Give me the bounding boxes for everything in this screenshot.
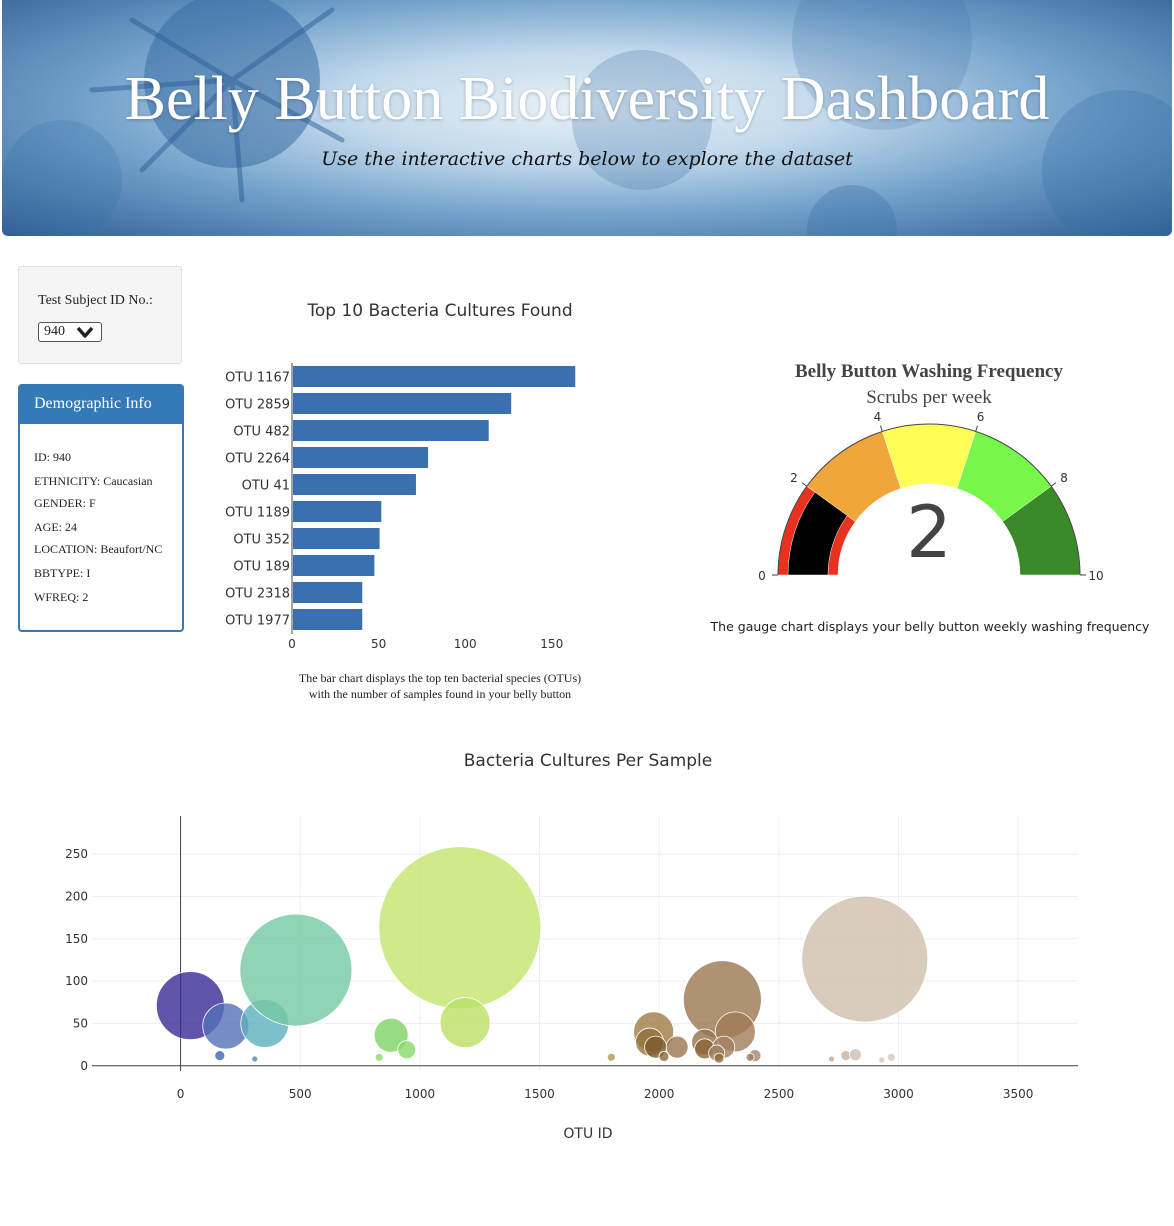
bubble-chart: Bacteria Cultures Per Sample OTU ID 0 50 1… <box>65 751 1078 1142</box>
bubble-x-tick-label: 3500 <box>1003 1087 1034 1101</box>
bubble <box>214 1050 226 1062</box>
subject-id-value: 940 <box>44 324 65 339</box>
bar <box>293 528 380 549</box>
bar-category-label: OTU 189 <box>233 560 290 575</box>
gauge-tick-label: 8 <box>1060 471 1068 485</box>
page-subtitle: Use the interactive charts below to expl… <box>321 148 853 170</box>
demo-bbtype: BBTYPE: I <box>34 566 91 580</box>
gauge-tick-label: 0 <box>758 569 766 583</box>
bubble <box>886 1052 896 1062</box>
bar <box>293 582 363 603</box>
gauge-chart: Belly Button Washing Frequency Scrubs pe… <box>758 361 1103 583</box>
bubble <box>658 1051 670 1062</box>
bar <box>293 447 429 468</box>
bar-chart-caption-1: The bar chart displays the top ten bacte… <box>298 671 582 685</box>
gauge-title: Belly Button Washing Frequency <box>795 361 1063 382</box>
bar <box>293 609 363 630</box>
bubble-x-tick-label: 2000 <box>644 1087 675 1101</box>
bubble-x-tick-label: 1500 <box>524 1087 555 1101</box>
gauge-tick-label: 10 <box>1088 569 1103 583</box>
demo-gender: GENDER: F <box>34 496 96 510</box>
bar <box>293 393 512 414</box>
bubble-y-tick-label: 250 <box>65 847 88 861</box>
virus-background-art <box>2 0 1172 236</box>
bubble-y-tick-label: 100 <box>65 974 88 988</box>
gauge-tick <box>801 482 808 487</box>
bar <box>293 420 489 441</box>
bar-chart-title: Top 10 Bacteria Cultures Found <box>306 301 572 321</box>
bubble <box>849 1048 862 1062</box>
gauge-tick-label: 6 <box>977 410 985 424</box>
bar-chart-caption-2: with the number of samples found in your… <box>308 687 572 701</box>
bubble-x-tick-label: 500 <box>289 1087 312 1101</box>
bar-category-label: OTU 482 <box>233 425 290 440</box>
bar-category-label: OTU 1167 <box>225 371 290 386</box>
bar-category-label: OTU 2264 <box>225 452 290 467</box>
bubble-x-tick-label: 1000 <box>405 1087 436 1101</box>
bubble <box>439 997 491 1048</box>
header-banner: Belly Button Biodiversity Dashboard Use … <box>2 0 1172 236</box>
bar-category-label: OTU 2318 <box>225 587 290 602</box>
bar <box>293 366 576 387</box>
bar-x-tick-label: 0 <box>288 637 296 651</box>
bubble-x-axis-label: OTU ID <box>563 1126 612 1142</box>
page-title: Belly Button Biodiversity Dashboard <box>124 65 1050 133</box>
gauge-tick-label: 4 <box>874 410 882 424</box>
bubble <box>239 913 353 1027</box>
gauge-caption: The gauge chart displays your belly butt… <box>710 619 1150 634</box>
demo-age: AGE: 24 <box>34 520 77 534</box>
bubble <box>713 1052 725 1064</box>
bubble <box>378 846 542 1010</box>
subject-id-select[interactable]: 940 <box>38 322 102 342</box>
bubble <box>665 1035 689 1059</box>
bubble <box>745 1052 755 1062</box>
bar <box>293 501 382 522</box>
gauge-value-bar <box>787 491 848 576</box>
bar-x-tick-label: 150 <box>540 637 563 651</box>
demo-id: ID: 940 <box>34 450 71 464</box>
bar-x-tick-label: 100 <box>454 637 477 651</box>
subject-selector-label: Test Subject ID No.: <box>38 293 153 308</box>
bubble <box>397 1040 417 1060</box>
bar-category-label: OTU 1977 <box>225 614 290 629</box>
bar-chart: Top 10 Bacteria Cultures Found OTU 1167 O… <box>225 301 576 651</box>
bubble <box>878 1056 886 1064</box>
gauge-outline <box>777 423 1081 576</box>
bubble-y-tick-label: 50 <box>73 1016 88 1030</box>
gauge-subtitle: Scrubs per week <box>866 387 992 408</box>
bubble-x-tick-label: 2500 <box>764 1087 795 1101</box>
bubble <box>828 1055 835 1063</box>
demo-wfreq: WFREQ: 2 <box>34 590 89 604</box>
bubble <box>801 895 929 1023</box>
bar-category-label: OTU 41 <box>242 479 290 494</box>
bar-category-label: OTU 2859 <box>225 398 290 413</box>
bar-x-tick-label: 50 <box>371 637 386 651</box>
demo-location: LOCATION: Beaufort/NC <box>34 542 163 556</box>
gauge-tick <box>975 425 978 432</box>
chevron-down-icon <box>76 326 94 338</box>
bar-category-label: OTU 352 <box>233 533 290 548</box>
gauge-tick <box>1050 482 1057 487</box>
gauge-tick-label: 2 <box>790 471 798 485</box>
bubble-chart-title: Bacteria Cultures Per Sample <box>464 751 712 771</box>
bar <box>293 555 375 576</box>
bar-category-label: OTU 1189 <box>225 506 290 521</box>
bubble-y-tick-label: 150 <box>65 932 88 946</box>
bubble <box>606 1052 616 1062</box>
demographic-info-title: Demographic Info <box>20 386 182 424</box>
bubble-x-tick-label: 0 <box>177 1087 185 1101</box>
demo-ethnicity: ETHNICITY: Caucasian <box>34 474 153 488</box>
gauge-tick <box>880 425 883 432</box>
subject-selector-well: Test Subject ID No.: 940 <box>18 266 182 364</box>
bubble-y-tick-label: 0 <box>80 1059 88 1073</box>
gauge-value-number: 2 <box>906 490 952 574</box>
bubble <box>374 1052 384 1062</box>
bubble-y-tick-label: 200 <box>65 889 88 903</box>
bubble <box>251 1055 259 1063</box>
demographic-info-panel: Demographic Info ID: 940 ETHNICITY: Cauc… <box>18 384 184 632</box>
bubble-x-tick-label: 3000 <box>883 1087 914 1101</box>
bar <box>293 474 416 495</box>
